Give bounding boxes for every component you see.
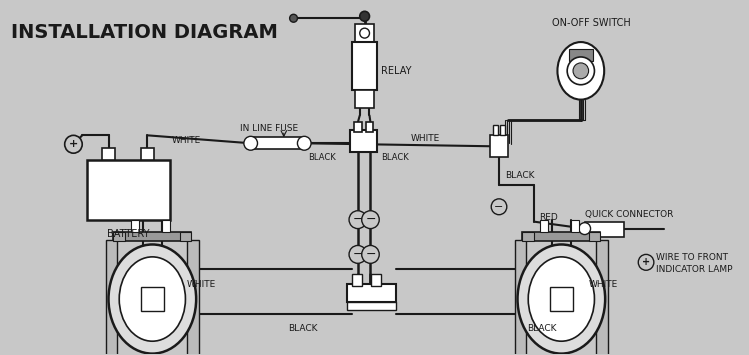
- Text: RED: RED: [539, 213, 558, 222]
- Bar: [251, 137, 304, 149]
- Bar: [491, 135, 508, 157]
- Circle shape: [579, 223, 590, 235]
- Circle shape: [638, 255, 654, 270]
- Text: −: −: [353, 213, 363, 226]
- Bar: [141, 148, 154, 160]
- Bar: [366, 122, 374, 132]
- Bar: [141, 287, 164, 311]
- Bar: [550, 287, 573, 311]
- Text: BLACK: BLACK: [381, 153, 409, 162]
- Bar: [540, 220, 548, 231]
- Bar: [113, 231, 125, 241]
- Circle shape: [349, 245, 366, 263]
- Text: ON-OFF SWITCH: ON-OFF SWITCH: [551, 18, 631, 28]
- Text: −: −: [366, 248, 376, 261]
- Circle shape: [64, 135, 82, 153]
- Ellipse shape: [119, 257, 186, 341]
- Bar: [571, 220, 579, 231]
- Bar: [347, 284, 395, 302]
- Bar: [354, 122, 362, 132]
- Text: BLACK: BLACK: [527, 324, 557, 333]
- Bar: [585, 222, 624, 236]
- Circle shape: [362, 211, 379, 229]
- Text: WHITE: WHITE: [589, 280, 618, 289]
- Bar: [106, 240, 118, 355]
- Circle shape: [573, 63, 589, 79]
- Bar: [187, 240, 199, 355]
- Bar: [569, 49, 592, 61]
- Text: BLACK: BLACK: [288, 324, 318, 333]
- Bar: [522, 231, 534, 241]
- Bar: [493, 125, 498, 135]
- Bar: [596, 240, 608, 355]
- Text: WIRE TO FRONT: WIRE TO FRONT: [656, 253, 728, 262]
- Circle shape: [362, 245, 379, 263]
- Text: +: +: [69, 139, 78, 149]
- Text: WHITE: WHITE: [410, 134, 440, 143]
- Bar: [162, 220, 170, 231]
- Ellipse shape: [109, 245, 196, 354]
- Bar: [131, 220, 139, 231]
- Circle shape: [244, 136, 258, 150]
- Text: INDICATOR LAMP: INDICATOR LAMP: [656, 265, 733, 274]
- Text: BLACK: BLACK: [505, 170, 534, 180]
- Circle shape: [349, 211, 366, 229]
- Text: QUICK CONNECTOR: QUICK CONNECTOR: [585, 210, 673, 219]
- Ellipse shape: [557, 42, 604, 100]
- Bar: [515, 240, 527, 355]
- Bar: [372, 274, 381, 286]
- Text: −: −: [353, 248, 363, 261]
- Text: IN LINE FUSE: IN LINE FUSE: [240, 124, 298, 133]
- Circle shape: [360, 28, 369, 38]
- Text: +: +: [642, 257, 650, 267]
- Bar: [347, 302, 395, 310]
- Bar: [352, 42, 377, 90]
- Bar: [500, 125, 505, 135]
- Text: WHITE: WHITE: [187, 280, 216, 289]
- Bar: [180, 231, 191, 241]
- Circle shape: [297, 136, 311, 150]
- Text: WHITE: WHITE: [172, 136, 201, 145]
- Circle shape: [290, 14, 297, 22]
- Text: −: −: [494, 202, 504, 212]
- Bar: [355, 24, 374, 42]
- Ellipse shape: [528, 257, 595, 341]
- Bar: [355, 90, 374, 108]
- Text: BATTERY: BATTERY: [107, 229, 149, 239]
- Bar: [589, 231, 600, 241]
- Text: INSTALLATION DIAGRAM: INSTALLATION DIAGRAM: [11, 23, 278, 42]
- Text: −: −: [366, 213, 376, 226]
- Bar: [522, 231, 600, 241]
- Circle shape: [567, 57, 595, 85]
- Bar: [350, 130, 377, 152]
- Text: RELAY: RELAY: [381, 66, 412, 76]
- Bar: [352, 274, 362, 286]
- Ellipse shape: [518, 245, 605, 354]
- Bar: [113, 231, 191, 241]
- Bar: [87, 160, 170, 220]
- Bar: [102, 148, 115, 160]
- Text: BLACK: BLACK: [308, 153, 336, 162]
- Circle shape: [491, 199, 507, 215]
- Circle shape: [360, 11, 369, 21]
